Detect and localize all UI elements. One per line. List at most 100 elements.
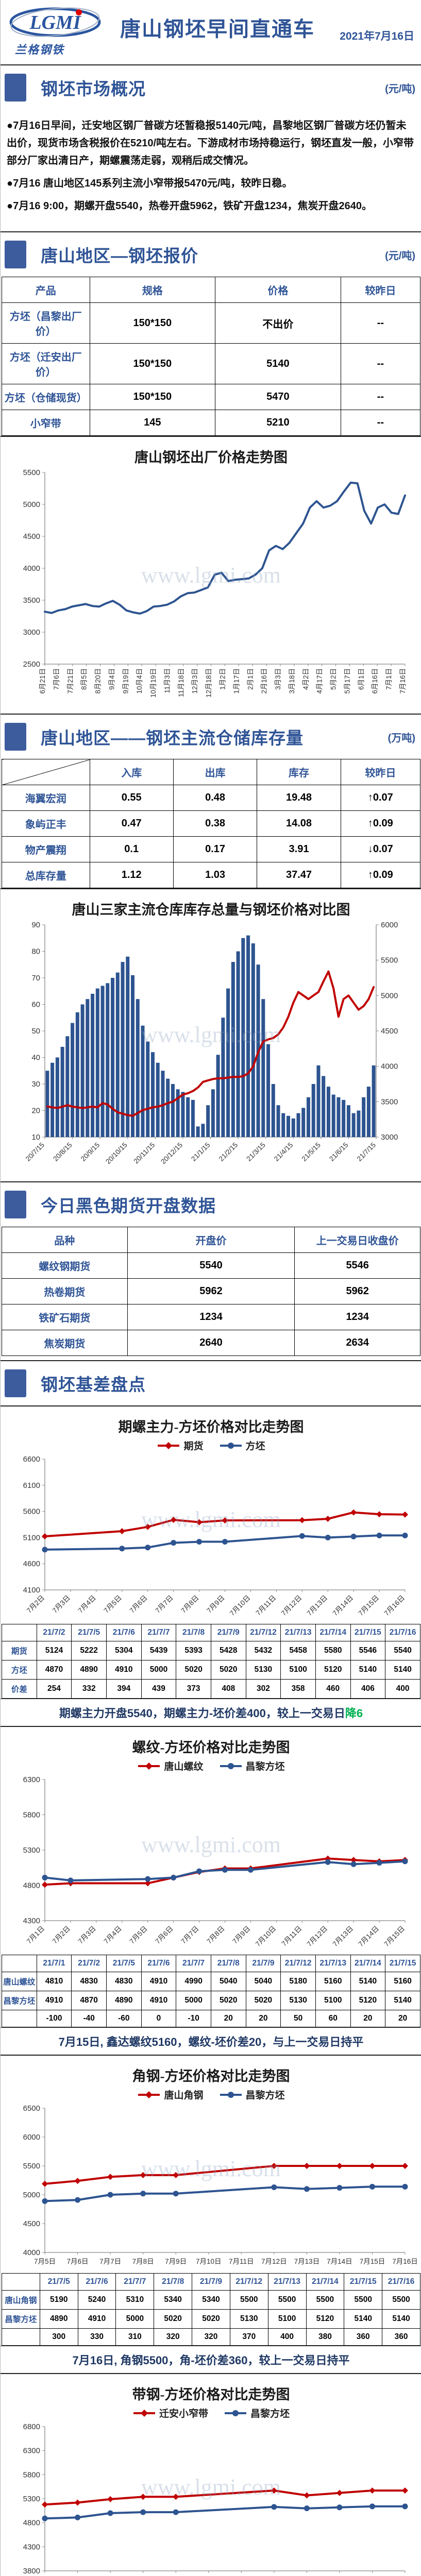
svg-text:7月7日: 7月7日	[154, 1594, 174, 1615]
text-segment: 期螺主力开盘5540，期螺主力-坯价差400，较上一交易日	[59, 1707, 345, 1720]
table-cell: 5140	[385, 1991, 420, 2010]
column-header: 入库	[89, 759, 174, 785]
svg-text:7月5日: 7月5日	[34, 2258, 56, 2265]
svg-text:7月3日: 7月3日	[51, 1594, 72, 1615]
table-cell: 5393	[176, 1641, 211, 1660]
table-cell: -60	[106, 2010, 142, 2027]
table-cell: 20	[245, 2010, 281, 2027]
table-cell: 5540	[385, 1641, 420, 1660]
row-label: 方坯（迁安出厂价）	[2, 343, 90, 384]
report-date: 2021年7月16日	[340, 30, 414, 42]
svg-text:4800: 4800	[23, 1882, 40, 1890]
svg-text:6300: 6300	[23, 1775, 40, 1784]
svg-text:7月12日: 7月12日	[280, 1594, 304, 1618]
svg-text:6月16日: 6月16日	[371, 668, 379, 694]
svg-text:1月2日: 1月2日	[219, 668, 227, 690]
chart-title: 角钢-方坯价格对比走势图	[132, 2069, 290, 2084]
table-cell: 1234	[294, 1304, 420, 1330]
section-title: 唐山地区—钢坯报价	[41, 246, 198, 265]
text-segment: 7月16日, 角钢5500，角-坯价差360，较上一交易日持平	[72, 2354, 350, 2367]
table-cell: 380	[306, 2328, 345, 2346]
svg-text:21/3/15: 21/3/15	[245, 1141, 266, 1163]
column-header: 21/7/12	[229, 2273, 268, 2291]
svg-text:4100: 4100	[23, 1586, 40, 1595]
column-header: 21/7/8	[210, 1955, 246, 1972]
column-header	[2, 2273, 40, 2291]
table-cell: 5020	[176, 1660, 211, 1680]
table-cell: 0.17	[173, 836, 258, 862]
svg-text:7月5日: 7月5日	[103, 1594, 123, 1615]
table-cell: 150*150	[89, 343, 216, 384]
svg-text:7月6日: 7月6日	[154, 1925, 174, 1945]
table-row: 方坯 4870 4890 4910 5000 5020 5020 5130 5100 5120 51…	[2, 1660, 420, 1680]
table-cell: 2634	[294, 1330, 420, 1356]
table-cell: 150*150	[89, 384, 216, 410]
svg-text:3500: 3500	[23, 596, 40, 605]
futures-table: 品种 开盘价 上一交易日收盘价 螺纹钢期货 5540 5546 热卷期货 5962 5962 铁矿…	[2, 1227, 420, 1356]
table-cell: 5304	[106, 1641, 142, 1660]
table-cell: 360	[382, 2328, 420, 2346]
table-cell: 1.12	[89, 862, 174, 888]
svg-text:5月2日: 5月2日	[330, 668, 338, 690]
table-cell: 4910	[36, 1991, 72, 2010]
chart-canvas: 4100 4600 5100 5600 6100 6600 7月2日 7月3日 7月4日 7月5日…	[5, 1454, 417, 1624]
row-label	[2, 2010, 37, 2027]
table-row: 价差 254 332 394 439 373 408 302 358 460 406 400	[2, 1679, 420, 1699]
svg-text:7月13日: 7月13日	[331, 1925, 355, 1948]
table-cell: 150*150	[89, 302, 216, 344]
angle-summary: 7月16日, 角钢5500，角-坯价差360，较上一交易日持平	[1, 2346, 421, 2373]
table-cell: 5546	[350, 1641, 386, 1660]
svg-text:3800: 3800	[23, 2567, 40, 2575]
table-cell: 5160	[385, 1972, 420, 1991]
table-cell: 4890	[71, 1660, 107, 1680]
table-cell: 5000	[176, 1991, 211, 2010]
table-cell: --	[340, 384, 421, 410]
bullet-item: ●7月16 唐山地区145系列主流小窄带报5470元/吨，较昨日稳。	[7, 178, 293, 189]
section-market-overview: 钢坯市场概况 (元/吨)	[1, 64, 421, 110]
column-header: 开盘价	[127, 1227, 295, 1253]
basis-summary: 期螺主力开盘5540，期螺主力-坯价差400，较上一交易日降6	[1, 1699, 421, 1726]
table-cell: --	[340, 302, 421, 344]
column-header: 21/7/14	[315, 1624, 351, 1641]
table-cell: 4870	[36, 1660, 72, 1680]
table-row: 方坯（仓储现货） 150*150 5470 --	[2, 384, 421, 410]
angle-billet-data-table: 21/7/5 21/7/6 21/7/7 21/7/8 21/7/9 21/7/12 21/…	[2, 2273, 420, 2346]
svg-text:7月13日: 7月13日	[306, 1594, 329, 1618]
svg-text:6500: 6500	[23, 2104, 40, 2113]
row-label: 价差	[2, 1679, 37, 1699]
legend-item: 昌黎方坯	[219, 1759, 285, 1773]
svg-text:7月16日: 7月16日	[392, 2258, 417, 2265]
svg-text:20: 20	[31, 1107, 40, 1115]
svg-text:7月11日: 7月11日	[280, 1925, 303, 1948]
row-label: 方坯	[2, 1660, 37, 1680]
table-cell: 358	[280, 1679, 316, 1699]
svg-text:4300: 4300	[23, 1917, 40, 1925]
column-header	[2, 1955, 37, 1972]
table-cell: 460	[315, 1679, 351, 1699]
column-header	[2, 1624, 37, 1641]
svg-text:7月10日: 7月10日	[196, 2258, 222, 2265]
table-row: -100 -40 -60 0 -10 20 20 50 60 20 20	[2, 2010, 420, 2027]
svg-text:20/9/15: 20/9/15	[79, 1141, 101, 1163]
svg-text:5800: 5800	[23, 1811, 40, 1820]
row-label: 物产震翔	[2, 836, 90, 862]
svg-text:3月18日: 3月18日	[288, 668, 296, 694]
table-cell: 不出价	[215, 302, 341, 344]
column-header: 21/7/9	[210, 1624, 246, 1641]
table-cell: 5124	[36, 1641, 72, 1660]
table-row: 热卷期货 5962 5962	[2, 1278, 420, 1304]
svg-text:5500: 5500	[23, 468, 40, 477]
svg-text:12月18日: 12月18日	[205, 668, 213, 698]
table-cell: 5500	[344, 2290, 383, 2310]
svg-text:7月12日: 7月12日	[261, 2258, 287, 2265]
chart-canvas: 2500 3000 3500 4000 4500 5000 5500 6月21日 7月6日 7月2…	[5, 467, 417, 709]
table-cell: 5140	[344, 2309, 383, 2329]
section-warehouse-inventory: 唐山地区——钢坯主流仓储库存量 (万吨)	[1, 714, 421, 759]
table-row: 焦炭期货 2640 2634	[2, 1330, 420, 1356]
svg-text:6月1日: 6月1日	[357, 668, 365, 690]
svg-text:6800: 6800	[23, 2422, 40, 2431]
table-cell: -100	[36, 2010, 72, 2027]
table-cell: 5470	[215, 384, 341, 410]
svg-text:7月2日: 7月2日	[51, 1925, 72, 1945]
table-cell: 4910	[77, 2309, 116, 2329]
